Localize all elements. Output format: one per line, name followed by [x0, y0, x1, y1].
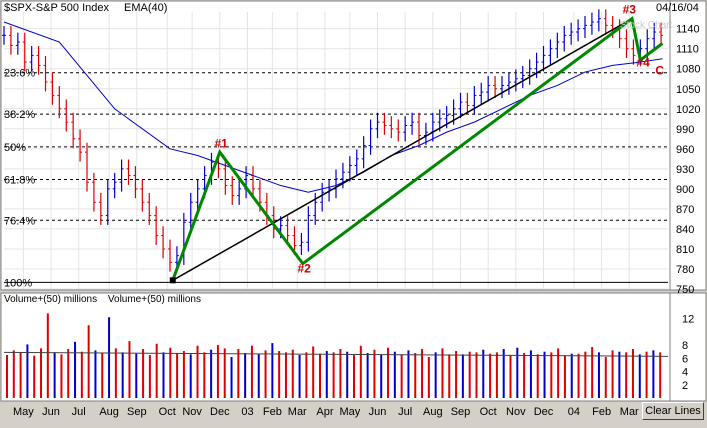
x-tick-label: Nov [506, 406, 526, 418]
date-label: 04/16/04 [656, 2, 699, 14]
price-tick-label: 870 [676, 204, 694, 216]
x-tick-label: Jul [72, 406, 86, 418]
x-tick-label: Jun [369, 406, 387, 418]
price-tick-label: 780 [676, 264, 694, 276]
x-tick-label: Oct [159, 406, 176, 418]
x-tick-label: Dec [210, 406, 230, 418]
volume-average-line [3, 351, 669, 357]
volume-tick-label: 4 [682, 367, 688, 379]
price-tick-label: 750 [676, 284, 694, 296]
x-tick-label: Apr [316, 406, 333, 418]
price-tick-label: 840 [676, 224, 694, 236]
price-panel [0, 0, 707, 291]
x-tick-label: Feb [263, 406, 282, 418]
price-tick-label: 1050 [676, 84, 700, 96]
annotation-label: #3 [623, 2, 637, 16]
x-tick-label: Feb [592, 406, 611, 418]
clear-lines-button[interactable]: Clear Lines [642, 402, 704, 420]
symbol-legend: $SPX-S&P 500 Index EMA(40) [4, 2, 167, 14]
x-tick-label: Mar [288, 406, 307, 418]
x-tick-label: Jun [42, 406, 60, 418]
annotation-label: #4 [636, 56, 650, 70]
volume-legend-a: Volume+(50) millions [4, 294, 98, 305]
volume-legend: Volume+(50) millions Volume+(50) million… [4, 294, 201, 305]
x-tick-label: Mar [620, 406, 639, 418]
indicator-label: EMA(40) [124, 2, 168, 14]
x-tick-label: Sep [451, 406, 471, 418]
price-tick-label: 1080 [676, 64, 700, 76]
annotation-label: C [655, 64, 664, 78]
x-tick-label: May [13, 406, 34, 418]
annotation-label: #1 [215, 136, 229, 150]
x-tick-label: 04 [568, 406, 580, 418]
price-tick-label: 810 [676, 244, 694, 256]
x-tick-label: Aug [423, 406, 443, 418]
pattern-line [171, 16, 664, 281]
anchor-marker [169, 277, 176, 284]
fib-level-label: 23.6% [4, 68, 35, 80]
price-tick-label: 930 [676, 164, 694, 176]
x-tick-label: Jul [398, 406, 412, 418]
x-tick-label: Dec [534, 406, 554, 418]
fib-level-label: 61.8% [4, 175, 35, 187]
fib-level-label: 76.4% [4, 215, 35, 227]
fib-level-label: 50% [4, 142, 26, 154]
x-tick-label: Nov [182, 406, 202, 418]
price-tick-label: 990 [676, 124, 694, 136]
x-tick-label: 03 [241, 406, 253, 418]
volume-tick-label: 2 [682, 380, 688, 392]
volume-legend-b: Volume+(50) millions [107, 294, 201, 305]
watermark: Stock Chart [620, 20, 673, 31]
x-tick-label: Oct [480, 406, 497, 418]
price-tick-label: 1020 [676, 104, 700, 116]
fib-level-label: 100% [4, 277, 32, 289]
annotation-label: #2 [298, 261, 312, 275]
symbol-label: $SPX-S&P 500 Index [4, 2, 109, 14]
fib-level-label: 38.2% [4, 109, 35, 121]
x-tick-label: Aug [99, 406, 119, 418]
trendline [172, 18, 633, 281]
volume-tick-label: 12 [682, 314, 694, 326]
price-tick-label: 960 [676, 144, 694, 156]
x-tick-label: Sep [127, 406, 147, 418]
price-tick-label: 1110 [676, 44, 699, 56]
volume-tick-label: 8 [682, 340, 688, 352]
price-tick-label: 900 [676, 184, 694, 196]
volume-tick-label: 6 [682, 353, 688, 365]
price-tick-label: 1140 [676, 24, 700, 36]
x-tick-label: May [339, 406, 360, 418]
